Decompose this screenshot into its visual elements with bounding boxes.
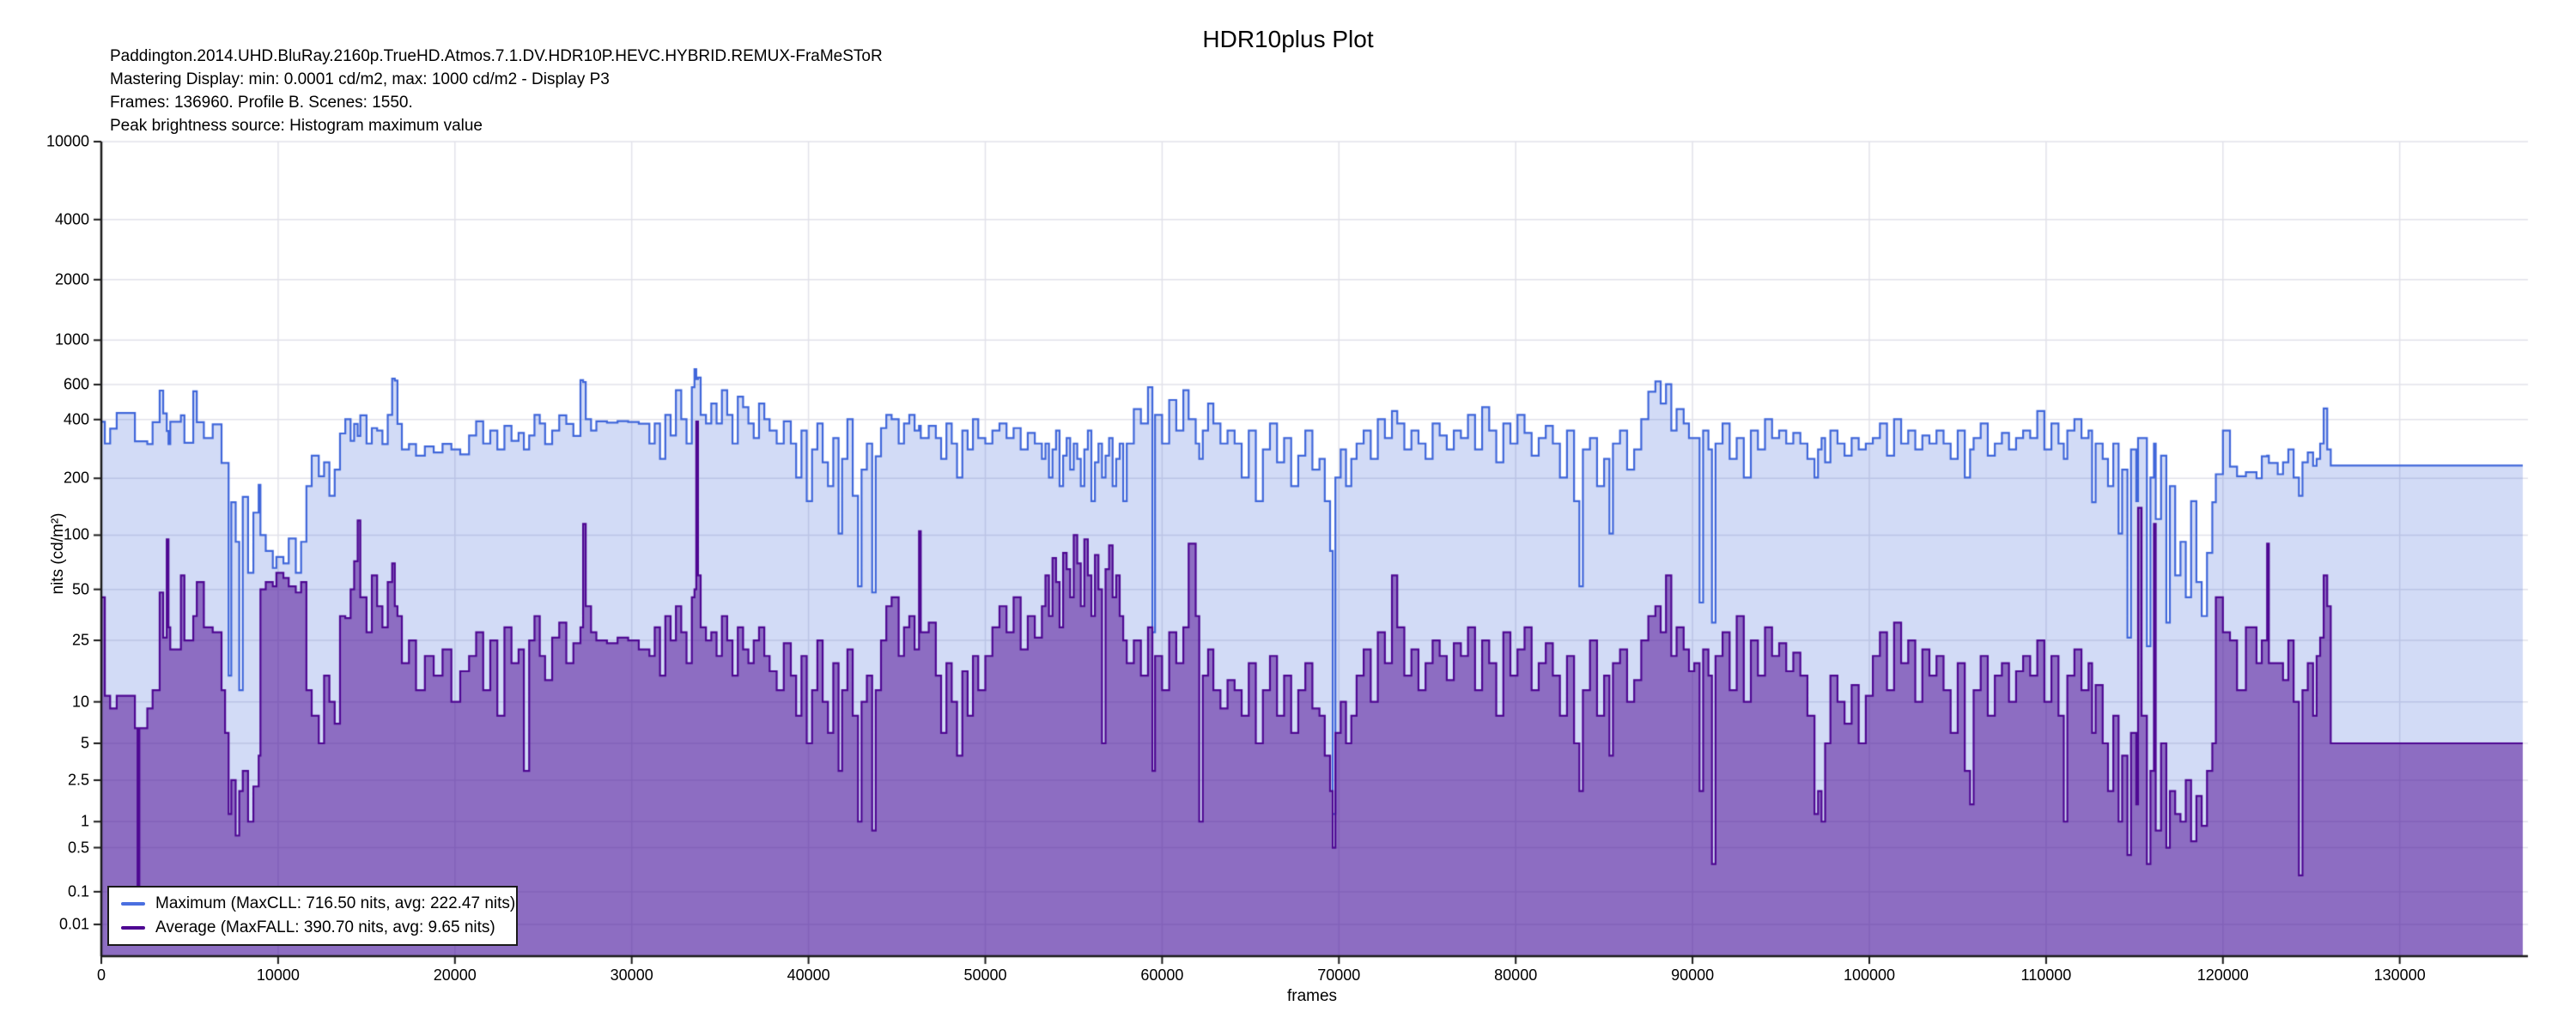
x-tick-label: 100000 — [1843, 966, 1896, 984]
x-tick-label: 30000 — [610, 966, 653, 984]
y-tick-label: 100 — [63, 525, 89, 543]
y-tick-label: 600 — [63, 375, 89, 393]
y-tick-label: 0.1 — [67, 882, 89, 900]
y-tick-label: 0.5 — [67, 839, 89, 857]
y-tick-label: 25 — [71, 631, 89, 649]
maximum-series-label: Maximum (MaxCLL: 716.50 nits, avg: 222.4… — [155, 894, 516, 912]
average-series-label: Average (MaxFALL: 390.70 nits, avg: 9.65… — [155, 918, 495, 936]
x-tick-label: 110000 — [2020, 966, 2072, 984]
x-tick-label: 70000 — [1317, 966, 1361, 984]
y-tick-label: 4000 — [54, 210, 89, 228]
y-tick-label: 1000 — [54, 330, 89, 348]
y-tick-label: 1 — [80, 812, 89, 830]
x-tick-label: 50000 — [963, 966, 1007, 984]
x-tick-label: 20000 — [433, 966, 477, 984]
plot-info-block: Paddington.2014.UHD.BluRay.2160p.TrueHD.… — [110, 45, 883, 137]
release-name-line: Paddington.2014.UHD.BluRay.2160p.TrueHD.… — [110, 47, 883, 65]
legend-row-maximum: Maximum (MaxCLL: 716.50 nits, avg: 222.4… — [109, 894, 516, 913]
x-tick-label: 90000 — [1671, 966, 1715, 984]
y-tick-label: 5 — [80, 734, 89, 752]
x-tick-label: 40000 — [787, 966, 830, 984]
y-axis-title: nits (cd/m²) — [49, 512, 67, 595]
peak-source-line: Peak brightness source: Histogram maximu… — [110, 117, 483, 135]
maximum-series-swatch — [121, 902, 145, 906]
y-tick-label: 2.5 — [67, 771, 89, 789]
y-tick-label: 0.01 — [58, 915, 89, 933]
page-title: HDR10plus Plot — [1202, 26, 1374, 52]
y-tick-label: 2000 — [54, 270, 89, 288]
x-tick-label: 10000 — [256, 966, 300, 984]
frames-profile-scenes-line: Frames: 136960. Profile B. Scenes: 1550. — [110, 94, 413, 112]
average-series-swatch — [121, 926, 145, 930]
x-axis-title: frames — [1286, 987, 1338, 1005]
y-tick-label: 400 — [63, 410, 89, 428]
y-tick-label: 10000 — [46, 132, 89, 150]
y-tick-label: 50 — [71, 580, 89, 598]
mastering-display-line: Mastering Display: min: 0.0001 cd/m2, ma… — [110, 70, 610, 88]
x-tick-label: 80000 — [1494, 966, 1538, 984]
legend: Maximum (MaxCLL: 716.50 nits, avg: 222.4… — [107, 886, 518, 946]
x-tick-label: 120000 — [2196, 966, 2249, 984]
x-tick-label: 130000 — [2373, 966, 2426, 984]
y-tick-label: 200 — [63, 469, 89, 487]
x-tick-label: 60000 — [1140, 966, 1184, 984]
x-tick-label: 0 — [96, 966, 106, 984]
legend-row-average: Average (MaxFALL: 390.70 nits, avg: 9.65… — [109, 918, 516, 937]
y-tick-label: 10 — [71, 693, 89, 711]
